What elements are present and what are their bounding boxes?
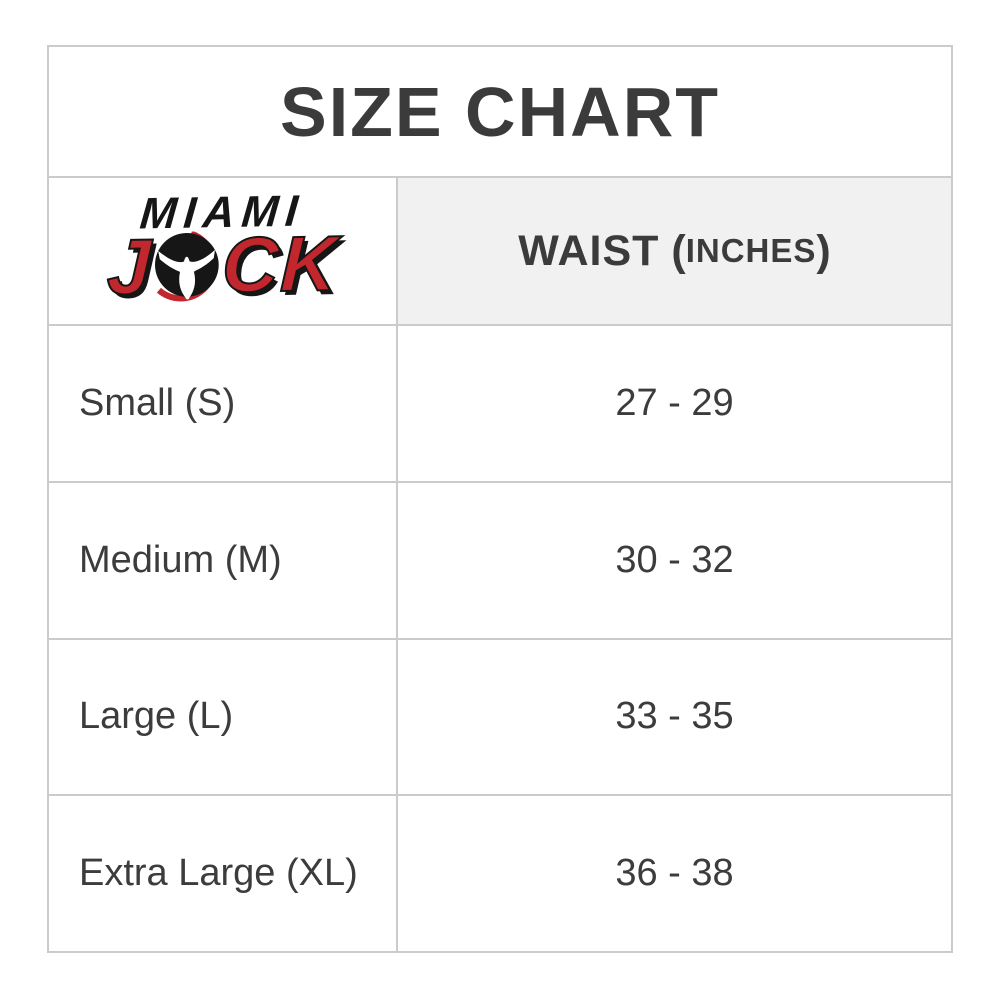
page-title: SIZE CHART — [280, 72, 720, 151]
waist-column-header: WAIST ( INCHES ) — [398, 178, 951, 324]
logo-text-miami: MIAMI — [137, 186, 307, 239]
waist-header-label: WAIST — [518, 226, 660, 275]
waist-header-paren-open-glyph: ( — [671, 226, 686, 275]
waist-value: 36 - 38 — [615, 852, 734, 895]
size-label: Large (L) — [49, 639, 398, 795]
logo-text-jock: J CK — [92, 218, 353, 312]
jockstrap-icon — [152, 230, 225, 304]
table-row-extra-large: Extra Large (XL) 36 - 38 — [49, 796, 951, 951]
waist-header-unit: INCHES — [685, 232, 817, 269]
waist-value: 27 - 29 — [615, 381, 734, 424]
waist-header-paren-open — [659, 227, 671, 276]
table-row-large: Large (L) 33 - 35 — [49, 639, 951, 797]
miami-jock-logo: MIAMI J — [91, 186, 353, 315]
title-row: SIZE CHART — [49, 47, 951, 178]
table-row-medium: Medium (M) 30 - 32 — [49, 482, 951, 640]
waist-header-paren-close: ) — [816, 226, 831, 275]
waist-value: 30 - 32 — [615, 538, 734, 581]
size-label: Medium (M) — [49, 482, 398, 638]
size-chart-table: SIZE CHART MIAMI J — [47, 45, 953, 953]
size-label: Small (S) — [49, 326, 398, 481]
waist-value: 33 - 35 — [615, 695, 734, 738]
size-label: Extra Large (XL) — [49, 796, 398, 951]
header-row: MIAMI J — [49, 178, 951, 326]
brand-logo-cell: MIAMI J — [49, 178, 398, 324]
table-row-small: Small (S) 27 - 29 — [49, 326, 951, 483]
